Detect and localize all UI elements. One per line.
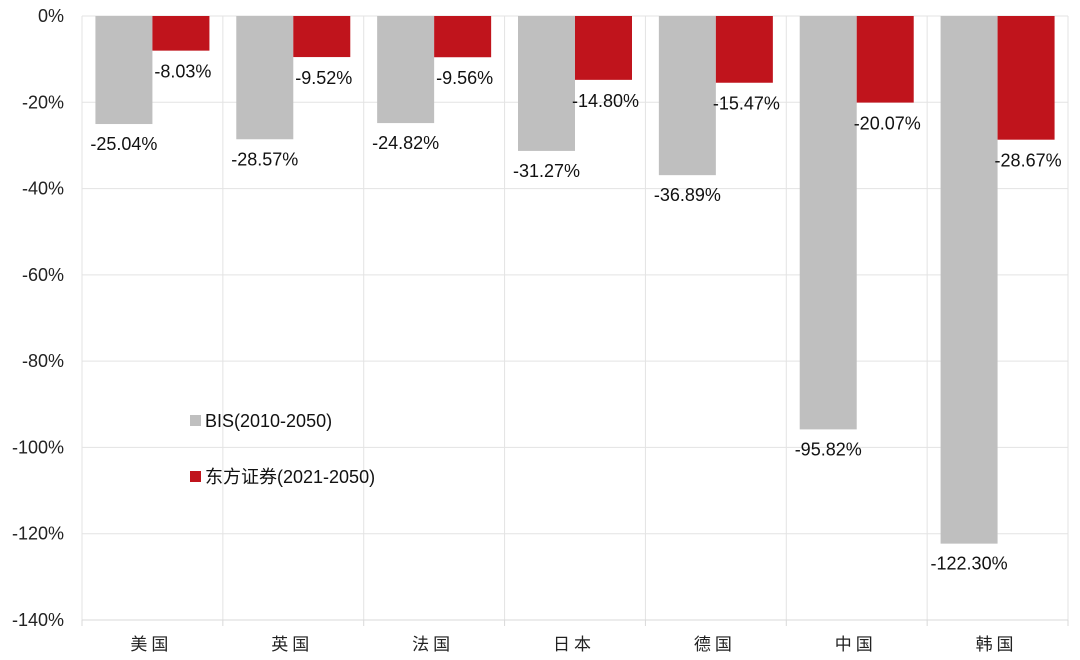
y-tick-label: -140% (12, 610, 64, 630)
legend-label: 东方证券(2021-2050) (205, 467, 375, 487)
x-category-label: 中国 (835, 635, 877, 655)
legend-swatch (190, 415, 201, 426)
bar-bis (658, 16, 716, 176)
data-label-orient: -14.80% (572, 91, 639, 111)
data-label-bis: -24.82% (372, 133, 439, 153)
y-tick-label: -80% (22, 351, 64, 371)
axis-layer: 0% -20% -40% -60% -80% -100% -120% -140% 美国 英国 法国 日… (12, 6, 1069, 655)
data-label-bis: -31.27% (513, 161, 580, 181)
x-category-label: 日本 (553, 635, 595, 655)
data-label-layer: -25.04% -8.03% -28.57% -9.52% -24.82% -9.56% -… (90, 62, 1061, 574)
bar-bis (940, 16, 998, 544)
y-tick-label: -20% (22, 92, 64, 112)
data-label-bis: -28.57% (231, 149, 298, 169)
x-category-label: 德国 (694, 635, 736, 655)
grid-layer (81, 15, 1069, 621)
x-category-label: 法国 (412, 635, 454, 655)
legend-swatch (190, 471, 201, 482)
data-label-orient: -8.03% (154, 62, 211, 82)
data-label-bis: -25.04% (90, 134, 157, 154)
y-tick-label: -60% (22, 265, 64, 285)
data-label-orient: -15.47% (713, 94, 780, 114)
bar-orient (434, 16, 492, 58)
bar-orient (856, 16, 914, 103)
x-category-label: 韩国 (976, 635, 1018, 655)
data-label-bis: -36.89% (654, 185, 721, 205)
bar-bis (236, 16, 294, 140)
bar-bis (799, 16, 857, 430)
x-category-label: 英国 (271, 635, 313, 655)
data-label-bis: -95.82% (795, 439, 862, 459)
bar-bis (518, 16, 575, 151)
data-label-orient: -9.52% (295, 68, 352, 88)
y-tick-label: -100% (12, 437, 64, 457)
bar-layer (95, 16, 1055, 544)
y-tick-label: -40% (22, 179, 64, 199)
data-label-orient: -9.56% (436, 68, 493, 88)
y-tick-label: 0% (38, 6, 64, 26)
bar-orient (293, 16, 351, 58)
legend: BIS(2010-2050) 东方证券(2021-2050) (190, 411, 375, 487)
bar-bis (377, 16, 435, 124)
bar-orient (997, 16, 1055, 140)
bar-bis (95, 16, 153, 125)
data-label-orient: -28.67% (995, 151, 1062, 171)
x-category-label: 美国 (130, 635, 172, 655)
bar-orient (575, 16, 632, 80)
bar-orient (715, 16, 773, 83)
bar-orient (152, 16, 210, 51)
y-tick-label: -120% (12, 524, 64, 544)
data-label-bis: -122.30% (931, 554, 1008, 574)
legend-label: BIS(2010-2050) (205, 411, 332, 431)
data-label-orient: -20.07% (854, 114, 921, 134)
